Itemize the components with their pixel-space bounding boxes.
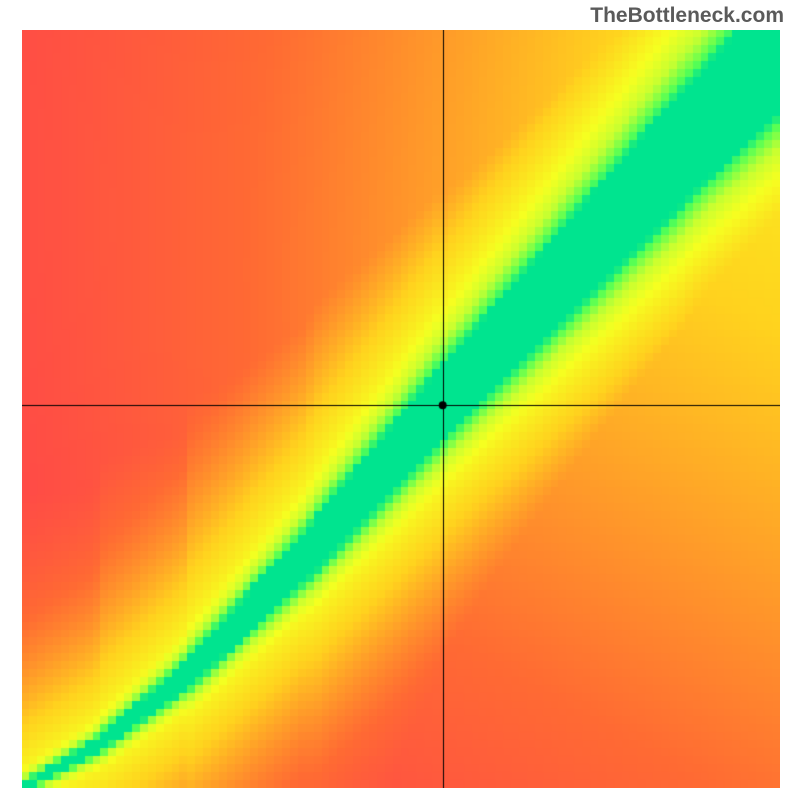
- chart-container: { "attribution": { "text": "TheBottlenec…: [0, 0, 800, 800]
- attribution-text: TheBottleneck.com: [590, 4, 784, 28]
- bottleneck-heatmap: [22, 30, 780, 788]
